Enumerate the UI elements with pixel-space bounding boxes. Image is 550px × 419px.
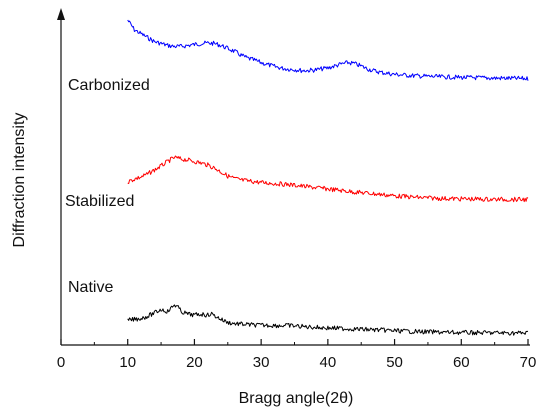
series-label-stabilized: Stabilized (65, 193, 134, 210)
series-layer (127, 19, 529, 336)
series-line-native (127, 304, 529, 336)
x-tick-label-20: 20 (186, 354, 203, 371)
x-tick-label-0: 0 (57, 354, 65, 371)
series-line-stabilized (127, 155, 529, 203)
y-axis-title: Diffraction intensity (11, 113, 28, 248)
series-label-carbonized: Carbonized (68, 77, 150, 94)
x-ticks: 0 10 20 30 40 50 60 70 (57, 339, 537, 371)
x-tick-label-40: 40 (320, 354, 337, 371)
x-tick-label-70: 70 (520, 354, 537, 371)
x-tick-label-10: 10 (119, 354, 136, 371)
x-tick-label-50: 50 (386, 354, 403, 371)
series-line-carbonized (127, 19, 529, 81)
series-label-native: Native (68, 279, 113, 296)
y-axis-arrow (57, 8, 65, 20)
x-tick-label-30: 30 (253, 354, 270, 371)
x-axis-title: Bragg angle(2θ) (239, 390, 354, 407)
x-tick-label-60: 60 (453, 354, 470, 371)
